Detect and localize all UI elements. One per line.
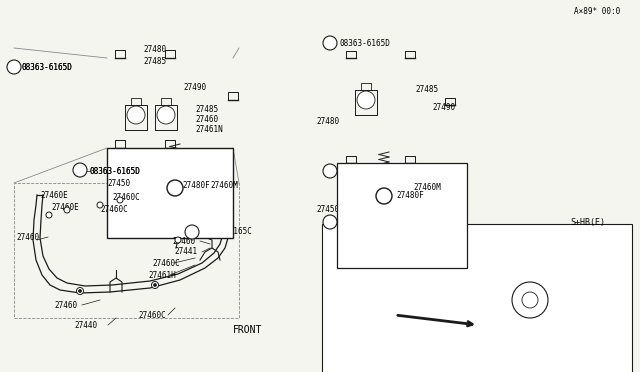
Text: A×89* 00:0: A×89* 00:0 — [573, 7, 620, 16]
Text: 27460: 27460 — [54, 301, 77, 310]
Text: 27460: 27460 — [195, 115, 218, 125]
Text: 08363-6165D: 08363-6165D — [22, 64, 73, 73]
Text: 27490: 27490 — [183, 83, 206, 93]
Text: 27441: 27441 — [174, 247, 197, 257]
Circle shape — [185, 225, 199, 239]
Circle shape — [522, 292, 538, 308]
Text: S: S — [328, 41, 332, 45]
Text: 27485: 27485 — [143, 58, 166, 67]
Bar — [322, 224, 632, 372]
Circle shape — [512, 282, 548, 318]
Text: 27490: 27490 — [432, 103, 455, 112]
Circle shape — [127, 106, 145, 124]
Circle shape — [79, 289, 81, 292]
Text: S: S — [78, 167, 82, 173]
Text: S: S — [328, 169, 332, 173]
Circle shape — [7, 60, 21, 74]
Circle shape — [167, 180, 183, 196]
Circle shape — [323, 36, 337, 50]
Text: 27460C: 27460C — [112, 192, 140, 202]
Text: 27460: 27460 — [16, 232, 39, 241]
Text: FRONT: FRONT — [234, 325, 262, 335]
Circle shape — [97, 202, 103, 208]
Text: 27480: 27480 — [143, 45, 166, 55]
Circle shape — [64, 207, 70, 213]
Text: 27440: 27440 — [74, 321, 97, 330]
Text: 27460C: 27460C — [100, 205, 128, 214]
Circle shape — [77, 288, 83, 295]
Circle shape — [46, 212, 52, 218]
Text: 27460E: 27460E — [40, 190, 68, 199]
Circle shape — [154, 283, 157, 286]
Circle shape — [157, 106, 175, 124]
Circle shape — [175, 237, 181, 243]
Text: 27460C: 27460C — [152, 259, 180, 267]
Circle shape — [117, 197, 123, 203]
Text: 08363-6165D: 08363-6165D — [22, 64, 73, 73]
Text: 08513-6165C: 08513-6165C — [340, 218, 391, 227]
Text: 27461N: 27461N — [195, 125, 223, 135]
Bar — [337, 163, 467, 268]
Text: 27485: 27485 — [415, 86, 438, 94]
Circle shape — [323, 164, 337, 178]
Circle shape — [152, 282, 159, 289]
Text: S: S — [12, 64, 16, 70]
Text: 27450: 27450 — [316, 205, 339, 215]
Text: 27460: 27460 — [172, 237, 195, 246]
Text: 27460C: 27460C — [138, 311, 166, 320]
Bar — [14, 183, 239, 318]
Text: 27460M: 27460M — [210, 182, 237, 190]
Text: 27450: 27450 — [107, 179, 130, 187]
Text: 08513-6165C: 08513-6165C — [202, 228, 253, 237]
Text: S: S — [190, 230, 194, 234]
Text: 08363-6165D: 08363-6165D — [90, 167, 141, 176]
Text: S: S — [328, 219, 332, 224]
Circle shape — [73, 163, 87, 177]
Text: 27460E: 27460E — [51, 202, 79, 212]
Text: 27460M: 27460M — [413, 183, 441, 192]
Text: 27485: 27485 — [195, 106, 218, 115]
Circle shape — [357, 91, 375, 109]
Text: 08363-6165D: 08363-6165D — [340, 38, 391, 48]
Text: 27480F: 27480F — [182, 182, 210, 190]
Text: 27461H: 27461H — [148, 270, 176, 279]
Text: 08363-6165D: 08363-6165D — [90, 167, 141, 176]
Bar — [107, 148, 233, 238]
Circle shape — [323, 215, 337, 229]
Text: S+HB(E): S+HB(E) — [570, 218, 605, 227]
Text: 08363-6165D: 08363-6165D — [340, 167, 391, 176]
Text: 27480F: 27480F — [396, 192, 424, 201]
Text: 27480: 27480 — [316, 118, 339, 126]
Circle shape — [376, 188, 392, 204]
